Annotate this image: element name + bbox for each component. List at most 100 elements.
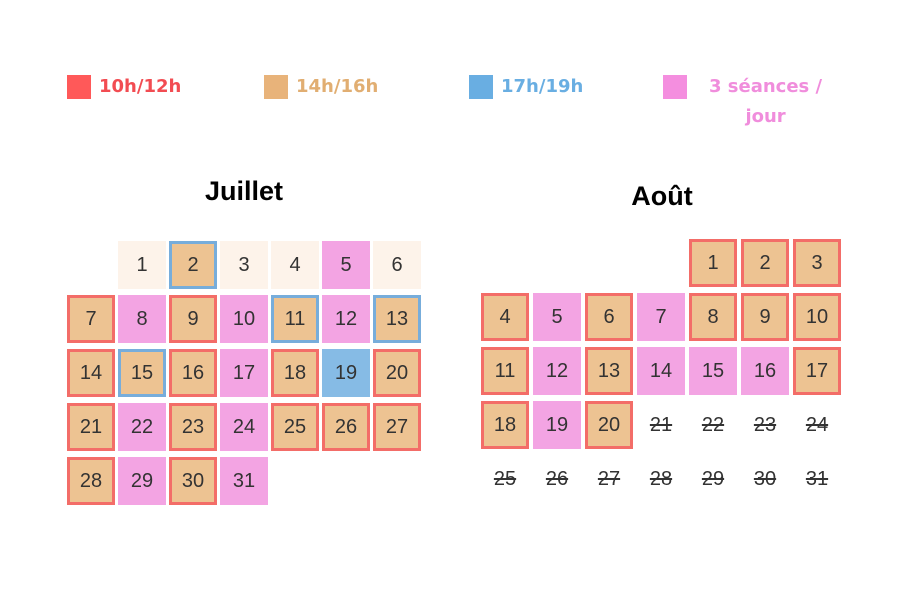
day-cell-juillet-9: 9 <box>169 295 217 343</box>
day-number: 14 <box>649 359 673 382</box>
day-number: 1 <box>136 253 148 276</box>
day-cell-aout-30: 30 <box>741 455 789 503</box>
day-cell-juillet-13: 13 <box>373 295 421 343</box>
day-cell-aout-6: 6 <box>585 293 633 341</box>
day-number: 7 <box>655 305 667 328</box>
day-number: 12 <box>334 307 358 330</box>
day-number: 20 <box>597 413 621 436</box>
day-number: 19 <box>334 361 358 384</box>
day-cell-juillet-26: 26 <box>322 403 370 451</box>
day-cell-aout-26: 26 <box>533 455 581 503</box>
day-number: 10 <box>805 305 829 328</box>
legend-label-10h-12h: 10h/12h <box>99 76 182 97</box>
day-cell-aout-10: 10 <box>793 293 841 341</box>
day-cell-juillet-7: 7 <box>67 295 115 343</box>
day-cell-juillet-21: 21 <box>67 403 115 451</box>
day-number: 25 <box>493 467 517 490</box>
day-number: 13 <box>385 307 409 330</box>
day-number: 31 <box>232 469 256 492</box>
day-cell-aout-28: 28 <box>637 455 685 503</box>
legend-swatch-tan <box>264 75 288 99</box>
day-cell-aout-2: 2 <box>741 239 789 287</box>
month-title-aout: Août <box>631 181 693 211</box>
day-number: 8 <box>136 307 148 330</box>
day-number: 5 <box>340 253 352 276</box>
legend-item-10h-12h: 10h/12h <box>67 75 181 102</box>
day-cell-juillet-11: 11 <box>271 295 319 343</box>
day-number: 30 <box>753 467 777 490</box>
day-number: 28 <box>79 469 103 492</box>
day-number: 7 <box>85 307 97 330</box>
day-number: 3 <box>238 253 250 276</box>
day-cell-aout-12: 12 <box>533 347 581 395</box>
day-number: 24 <box>805 413 829 436</box>
legend-label-17h-19h: 17h/19h <box>501 76 584 97</box>
day-cell-juillet-15: 15 <box>118 349 166 397</box>
day-number: 13 <box>597 359 621 382</box>
day-number: 22 <box>130 415 154 438</box>
day-cell-aout-7: 7 <box>637 293 685 341</box>
day-cell-juillet-14: 14 <box>67 349 115 397</box>
day-cell-aout-24: 24 <box>793 401 841 449</box>
day-cell-juillet-2: 2 <box>169 241 217 289</box>
day-cell-aout-23: 23 <box>741 401 789 449</box>
day-cell-juillet-20: 20 <box>373 349 421 397</box>
day-number: 16 <box>181 361 205 384</box>
day-number: 12 <box>545 359 569 382</box>
day-cell-aout-5: 5 <box>533 293 581 341</box>
day-cell-aout-15: 15 <box>689 347 737 395</box>
day-number: 10 <box>232 307 256 330</box>
day-number: 25 <box>283 415 307 438</box>
legend-label-3-seances-line2: jour <box>745 106 786 127</box>
day-number: 6 <box>391 253 403 276</box>
day-number: 4 <box>289 253 301 276</box>
day-number: 5 <box>551 305 563 328</box>
day-number: 17 <box>232 361 256 384</box>
day-cell-aout-16: 16 <box>741 347 789 395</box>
day-number: 16 <box>753 359 777 382</box>
day-cell-juillet-31: 31 <box>220 457 268 505</box>
day-cell-aout-9: 9 <box>741 293 789 341</box>
day-cell-juillet-29: 29 <box>118 457 166 505</box>
day-number: 15 <box>130 361 154 384</box>
day-cell-juillet-10: 10 <box>220 295 268 343</box>
day-cell-aout-19: 19 <box>533 401 581 449</box>
day-number: 19 <box>545 413 569 436</box>
legend-swatch-red <box>67 75 91 99</box>
day-number: 11 <box>284 307 306 330</box>
day-number: 9 <box>759 305 771 328</box>
day-number: 29 <box>701 467 725 490</box>
day-cell-aout-20: 20 <box>585 401 633 449</box>
day-number: 2 <box>759 251 771 274</box>
legend-item-17h-19h: 17h/19h <box>469 75 583 102</box>
day-number: 14 <box>79 361 103 384</box>
day-number: 3 <box>811 251 823 274</box>
day-cell-aout-1: 1 <box>689 239 737 287</box>
day-cell-juillet-6: 6 <box>373 241 421 289</box>
day-cell-aout-25: 25 <box>481 455 529 503</box>
day-number: 26 <box>334 415 358 438</box>
day-cell-aout-21: 21 <box>637 401 685 449</box>
day-number: 8 <box>707 305 719 328</box>
legend-swatch-blue <box>469 75 493 99</box>
day-cell-aout-13: 13 <box>585 347 633 395</box>
day-cell-juillet-1: 1 <box>118 241 166 289</box>
day-number: 30 <box>181 469 205 492</box>
day-cell-juillet-23: 23 <box>169 403 217 451</box>
day-cell-aout-29: 29 <box>689 455 737 503</box>
legend-item-14h-16h: 14h/16h <box>264 75 378 102</box>
day-number: 17 <box>805 359 829 382</box>
legend-label-3-seances-line1: 3 séances / <box>709 76 823 97</box>
day-number: 23 <box>753 413 777 436</box>
day-cell-aout-27: 27 <box>585 455 633 503</box>
day-cell-aout-14: 14 <box>637 347 685 395</box>
day-number: 23 <box>181 415 205 438</box>
day-cell-juillet-5: 5 <box>322 241 370 289</box>
day-cell-juillet-28: 28 <box>67 457 115 505</box>
day-cell-juillet-3: 3 <box>220 241 268 289</box>
legend-swatch-pink <box>663 75 687 99</box>
day-number: 27 <box>385 415 409 438</box>
day-cell-juillet-17: 17 <box>220 349 268 397</box>
day-cell-juillet-16: 16 <box>169 349 217 397</box>
legend-item-3-seances: 3 séances / jour <box>663 75 822 132</box>
